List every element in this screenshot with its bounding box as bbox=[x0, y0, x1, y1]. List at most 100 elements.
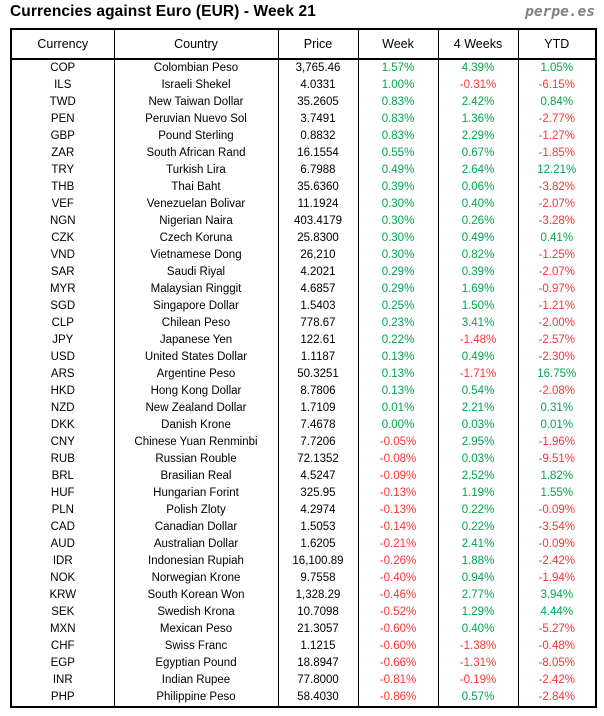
week-change-cell: -0.60% bbox=[357, 638, 439, 655]
four-weeks-change-cell: 1.88% bbox=[437, 553, 519, 570]
country-cell: Argentine Peso bbox=[113, 366, 279, 383]
week-change-cell: 0.22% bbox=[357, 332, 439, 349]
column-header-currency: Currency bbox=[10, 28, 115, 60]
price-cell: 4.5247 bbox=[277, 468, 359, 485]
week-change-cell: 0.29% bbox=[357, 281, 439, 298]
price-cell: 1.5053 bbox=[277, 519, 359, 536]
four-weeks-change-cell: 0.82% bbox=[437, 247, 519, 264]
week-change-cell: 0.55% bbox=[357, 145, 439, 162]
four-weeks-change-cell: 0.67% bbox=[437, 145, 519, 162]
table-row: PEN Peruvian Nuevo Sol 3.7491 0.83% 1.36% -2.… bbox=[10, 111, 597, 128]
country-cell: Polish Zloty bbox=[113, 502, 279, 519]
week-change-cell: 0.83% bbox=[357, 111, 439, 128]
table-row: ZAR South African Rand 16.1554 0.55% 0.67% -1… bbox=[10, 145, 597, 162]
currency-table: Currency Country Price Week 4 Weeks YTD … bbox=[10, 28, 597, 708]
four-weeks-change-cell: -1.48% bbox=[437, 332, 519, 349]
week-change-cell: -0.26% bbox=[357, 553, 439, 570]
currency-code-cell: IDR bbox=[10, 553, 115, 570]
price-cell: 21.3057 bbox=[277, 621, 359, 638]
table-row: HUF Hungarian Forint 325.95 -0.13% 1.19% 1.55… bbox=[10, 485, 597, 502]
ytd-change-cell: -3.54% bbox=[517, 519, 597, 536]
currency-code-cell: HKD bbox=[10, 383, 115, 400]
week-change-cell: -0.86% bbox=[357, 689, 439, 707]
table-row: JPY Japanese Yen 122.61 0.22% -1.48% -2.57% bbox=[10, 332, 597, 349]
table-row: NGN Nigerian Naira 403.4179 0.30% 0.26% -3.28… bbox=[10, 213, 597, 230]
country-cell: Indian Rupee bbox=[113, 672, 279, 689]
table-row: CAD Canadian Dollar 1.5053 -0.14% 0.22% -3.54… bbox=[10, 519, 597, 536]
ytd-change-cell: 0.84% bbox=[517, 94, 597, 111]
week-change-cell: 1.57% bbox=[357, 59, 439, 77]
ytd-change-cell: 1.55% bbox=[517, 485, 597, 502]
country-cell: Malaysian Ringgit bbox=[113, 281, 279, 298]
country-cell: Israeli Shekel bbox=[113, 77, 279, 94]
price-cell: 1,328.29 bbox=[277, 587, 359, 604]
price-cell: 7.4678 bbox=[277, 417, 359, 434]
currency-code-cell: ZAR bbox=[10, 145, 115, 162]
ytd-change-cell: -2.30% bbox=[517, 349, 597, 366]
currency-code-cell: CHF bbox=[10, 638, 115, 655]
country-cell: Saudi Riyal bbox=[113, 264, 279, 281]
table-row: ARS Argentine Peso 50.3251 0.13% -1.71% 16.75… bbox=[10, 366, 597, 383]
price-cell: 0.8832 bbox=[277, 128, 359, 145]
table-row: PLN Polish Zloty 4.2974 -0.13% 0.22% -0.09% bbox=[10, 502, 597, 519]
four-weeks-change-cell: 2.95% bbox=[437, 434, 519, 451]
price-cell: 403.4179 bbox=[277, 213, 359, 230]
four-weeks-change-cell: 0.26% bbox=[437, 213, 519, 230]
table-header-row: Currency Country Price Week 4 Weeks YTD bbox=[10, 28, 597, 60]
currency-code-cell: RUB bbox=[10, 451, 115, 468]
ytd-change-cell: -2.77% bbox=[517, 111, 597, 128]
country-cell: Egyptian Pound bbox=[113, 655, 279, 672]
currency-code-cell: CNY bbox=[10, 434, 115, 451]
currency-code-cell: DKK bbox=[10, 417, 115, 434]
price-cell: 11.1924 bbox=[277, 196, 359, 213]
ytd-change-cell: -2.08% bbox=[517, 383, 597, 400]
price-cell: 58.4030 bbox=[277, 689, 359, 707]
price-cell: 18.8947 bbox=[277, 655, 359, 672]
ytd-change-cell: 16.75% bbox=[517, 366, 597, 383]
table-row: IDR Indonesian Rupiah 16,100.89 -0.26% 1.88%… bbox=[10, 553, 597, 570]
week-change-cell: -0.05% bbox=[357, 434, 439, 451]
country-cell: South Korean Won bbox=[113, 587, 279, 604]
table-row: USD United States Dollar 1.1187 0.13% 0.49% -… bbox=[10, 349, 597, 366]
price-cell: 26,210 bbox=[277, 247, 359, 264]
week-change-cell: 0.13% bbox=[357, 366, 439, 383]
ytd-change-cell: 0.01% bbox=[517, 417, 597, 434]
column-header-week: Week bbox=[357, 28, 439, 60]
currency-code-cell: TRY bbox=[10, 162, 115, 179]
currency-code-cell: CLP bbox=[10, 315, 115, 332]
country-cell: Colombian Peso bbox=[113, 59, 279, 77]
country-cell: Peruvian Nuevo Sol bbox=[113, 111, 279, 128]
column-header-price: Price bbox=[277, 28, 359, 60]
country-cell: Mexican Peso bbox=[113, 621, 279, 638]
currency-code-cell: CAD bbox=[10, 519, 115, 536]
table-row: HKD Hong Kong Dollar 8.7806 0.13% 0.54% -2.08… bbox=[10, 383, 597, 400]
price-cell: 3.7491 bbox=[277, 111, 359, 128]
column-header-country: Country bbox=[113, 28, 279, 60]
column-header-4weeks: 4 Weeks bbox=[437, 28, 519, 60]
table-row: RUB Russian Rouble 72.1352 -0.08% 0.03% -9.51… bbox=[10, 451, 597, 468]
four-weeks-change-cell: 1.29% bbox=[437, 604, 519, 621]
four-weeks-change-cell: 1.19% bbox=[437, 485, 519, 502]
ytd-change-cell: 1.82% bbox=[517, 468, 597, 485]
ytd-change-cell: -2.42% bbox=[517, 553, 597, 570]
country-cell: Danish Krone bbox=[113, 417, 279, 434]
price-cell: 1.1215 bbox=[277, 638, 359, 655]
four-weeks-change-cell: 2.42% bbox=[437, 94, 519, 111]
four-weeks-change-cell: 2.29% bbox=[437, 128, 519, 145]
country-cell: Swiss Franc bbox=[113, 638, 279, 655]
currency-code-cell: SEK bbox=[10, 604, 115, 621]
currency-code-cell: MYR bbox=[10, 281, 115, 298]
currency-code-cell: NGN bbox=[10, 213, 115, 230]
table-row: INR Indian Rupee 77.8000 -0.81% -0.19% -2.42% bbox=[10, 672, 597, 689]
currency-code-cell: THB bbox=[10, 179, 115, 196]
country-cell: Singapore Dollar bbox=[113, 298, 279, 315]
week-change-cell: 0.83% bbox=[357, 94, 439, 111]
four-weeks-change-cell: 0.54% bbox=[437, 383, 519, 400]
price-cell: 4.2974 bbox=[277, 502, 359, 519]
four-weeks-change-cell: 0.49% bbox=[437, 349, 519, 366]
currency-code-cell: CZK bbox=[10, 230, 115, 247]
four-weeks-change-cell: -1.38% bbox=[437, 638, 519, 655]
column-header-ytd: YTD bbox=[517, 28, 597, 60]
ytd-change-cell: -2.84% bbox=[517, 689, 597, 707]
header-bar: Currencies against Euro (EUR) - Week 21 … bbox=[10, 3, 595, 27]
